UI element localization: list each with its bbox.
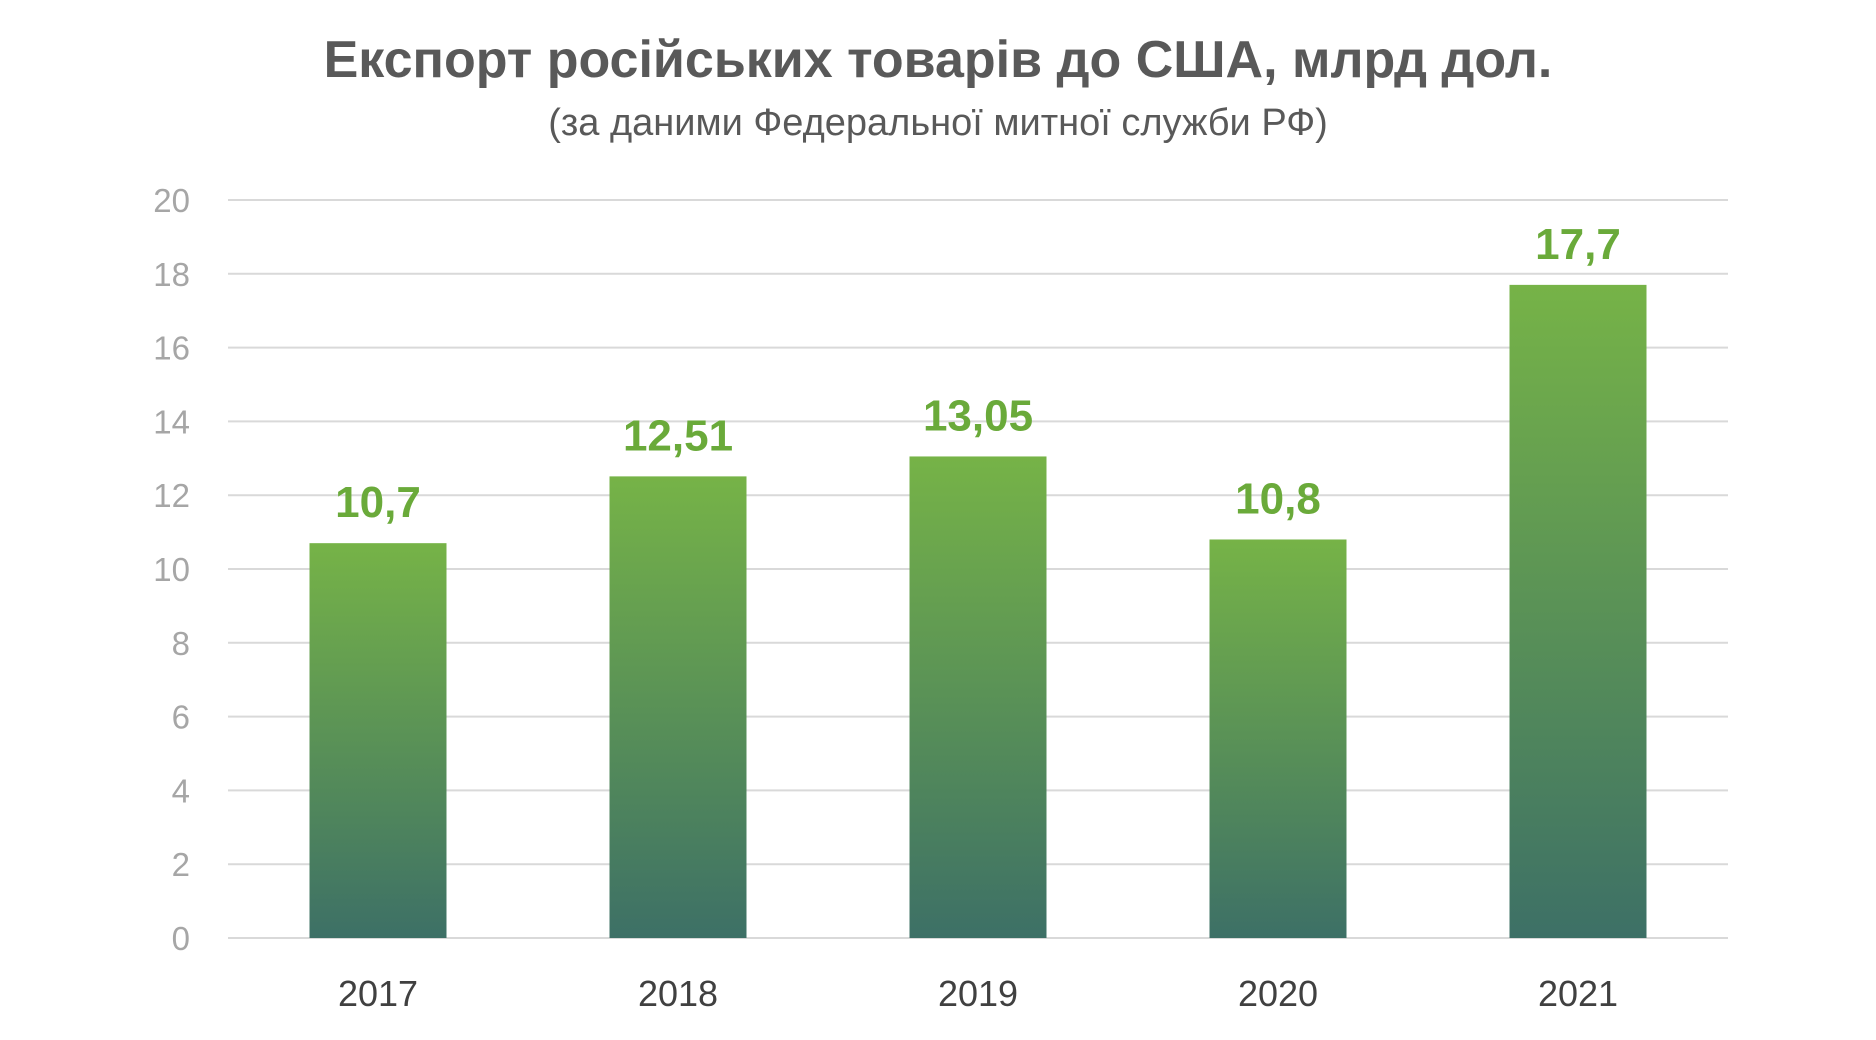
bar-value-label: 10,8 xyxy=(1235,474,1321,523)
y-tick-label: 10 xyxy=(153,551,190,588)
bar-2019 xyxy=(909,456,1047,938)
chart-subtitle: (за даними Федеральної митної служби РФ) xyxy=(548,102,1328,144)
bar-2017 xyxy=(309,543,447,938)
y-tick-label: 12 xyxy=(153,477,190,514)
y-tick-label: 18 xyxy=(153,256,190,293)
y-tick-label: 4 xyxy=(172,772,190,809)
y-tick-label: 20 xyxy=(153,182,190,219)
bar-2020 xyxy=(1209,539,1347,938)
x-tick-label: 2019 xyxy=(938,973,1018,1014)
x-tick-label: 2020 xyxy=(1238,973,1318,1014)
bar-value-label: 13,05 xyxy=(923,391,1033,440)
bar-2018 xyxy=(609,476,747,938)
y-tick-label: 16 xyxy=(153,330,190,367)
chart-title: Експорт російських товарів до США, млрд … xyxy=(323,31,1553,89)
bar-value-label: 17,7 xyxy=(1535,220,1621,269)
y-tick-label: 6 xyxy=(172,699,190,736)
bar-value-label: 10,7 xyxy=(335,478,421,527)
y-tick-label: 14 xyxy=(153,403,190,440)
bar-value-label: 12,51 xyxy=(623,411,733,460)
y-tick-label: 2 xyxy=(172,846,190,883)
y-tick-label: 8 xyxy=(172,625,190,662)
x-tick-label: 2017 xyxy=(338,973,418,1014)
bar-2021 xyxy=(1509,284,1647,938)
y-tick-label: 0 xyxy=(172,920,190,957)
x-tick-label: 2018 xyxy=(638,973,718,1014)
x-tick-label: 2021 xyxy=(1538,973,1618,1014)
